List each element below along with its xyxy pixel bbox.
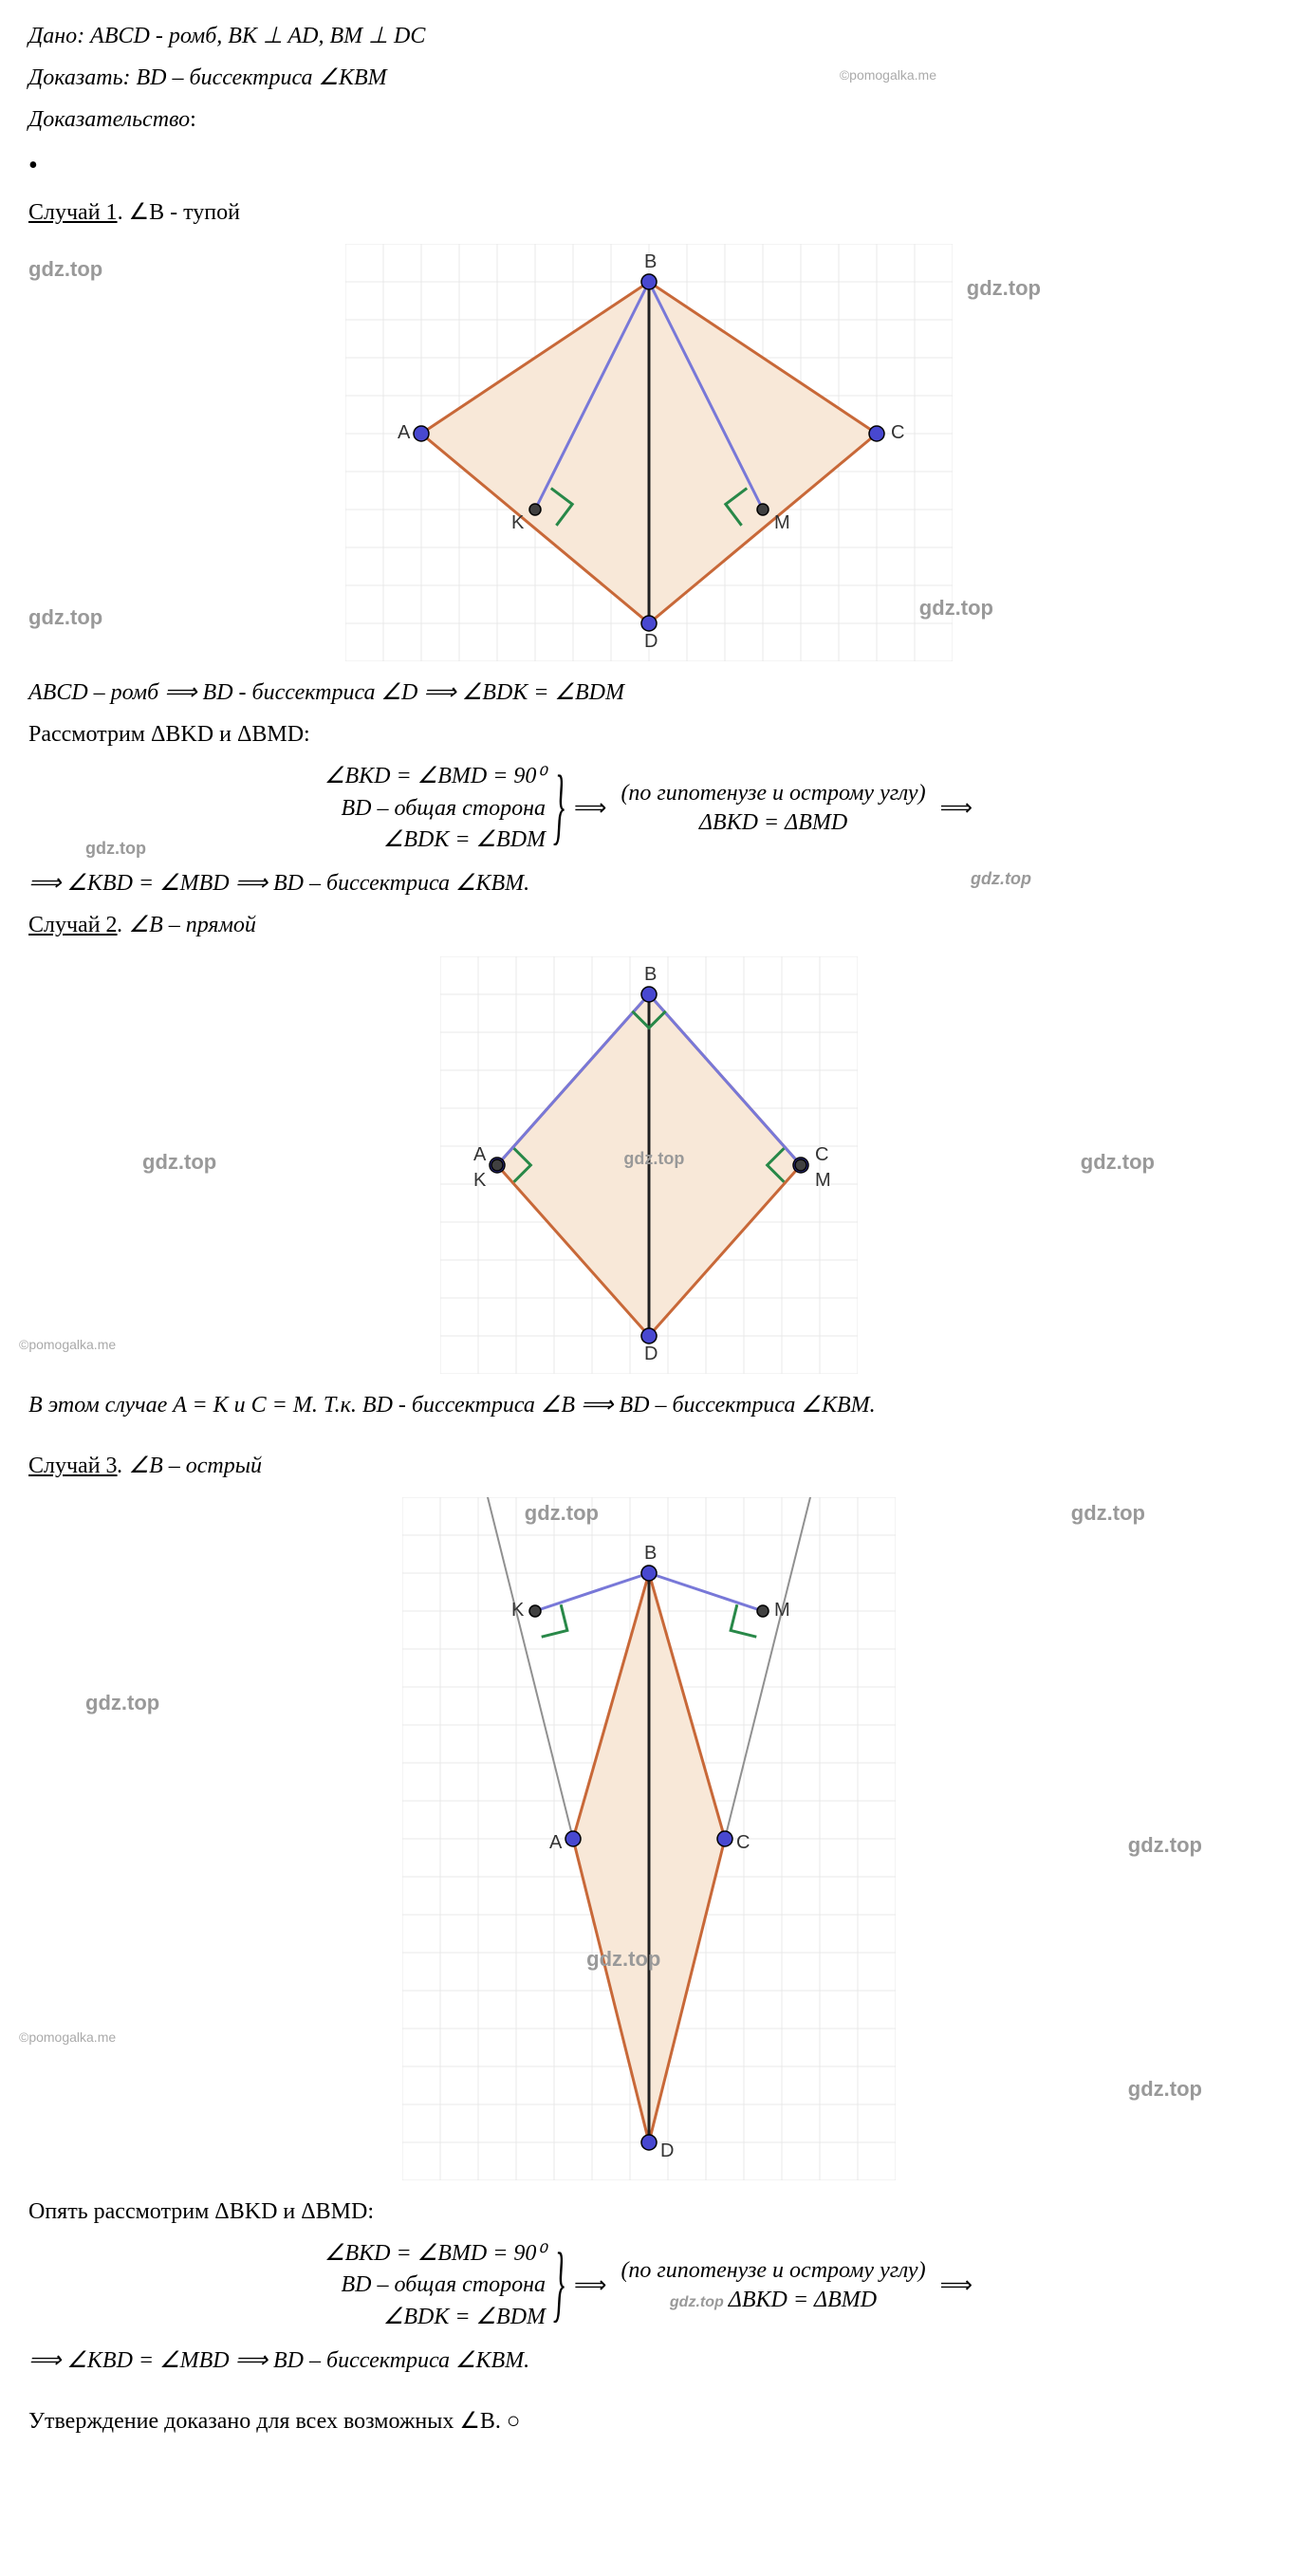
brace-left-1: ∠BKD = ∠BMD = 90⁰ BD – общая сторона ∠BD… [324, 761, 560, 857]
math2-row1: ∠BKD = ∠BMD = 90⁰ [324, 2238, 546, 2270]
arrow1: ⟹ [574, 791, 606, 825]
math-block-1: gdz.top ∠BKD = ∠BMD = 90⁰ BD – общая сто… [28, 761, 1269, 857]
right-col-1: (по гипотенузе и острому углу) ΔBKD = ΔB… [621, 779, 925, 838]
bullet: • [28, 146, 1269, 186]
wm-math2: gdz.top [670, 2294, 724, 2310]
math-right2: ΔBKD = ΔBMD [699, 808, 847, 838]
math2-right2: ΔBKD = ΔBMD [729, 2288, 877, 2312]
case2-label: Случай 2 [28, 913, 118, 937]
svg-text:A: A [398, 422, 411, 443]
wm-fig3-t2: gdz.top [1071, 1497, 1145, 1529]
wm-fig2-l: gdz.top [142, 1146, 216, 1177]
figure3-container: gdz.top gdz.top gdz.top gdz.top gdz.top … [28, 1497, 1269, 2180]
wm-math1: gdz.top [85, 836, 146, 862]
math2-row3: ∠BDK = ∠BDM [383, 2302, 546, 2334]
arrow3: ⟹ [574, 2269, 606, 2303]
figure1-svg: A B C D K M [345, 244, 953, 661]
case1-label: Случай 1 [28, 200, 118, 225]
figure3-svg: A B C D K M [402, 1497, 896, 2180]
svg-text:B: B [644, 251, 657, 272]
watermark-pomo: ©pomogalka.me [840, 65, 936, 85]
proof-colon: : [190, 107, 196, 132]
svg-text:K: K [511, 1600, 525, 1621]
wm-pomo2: ©pomogalka.me [19, 1335, 116, 1355]
prove-line: Доказать: BD – биссектриса ∠KBM ©pomogal… [28, 61, 1269, 95]
math-row1: ∠BKD = ∠BMD = 90⁰ [324, 761, 546, 793]
case3-header: Случай 3. ∠B – острый [28, 1449, 1269, 1483]
wm-fig3-r2: gdz.top [1128, 2073, 1202, 2104]
arrow4: ⟹ [940, 2269, 973, 2303]
case3-text: . ∠B – острый [118, 1454, 262, 1478]
case2-text: . ∠B – прямой [118, 913, 256, 937]
given-label: Дано [28, 24, 77, 48]
svg-text:K: K [473, 1170, 487, 1191]
svg-text:M: M [774, 512, 790, 533]
proof-label-line: Доказательство: [28, 102, 1269, 137]
math-row2: BD – общая сторона [342, 793, 547, 825]
svg-text:M: M [774, 1600, 790, 1621]
wm-pomo3: ©pomogalka.me [19, 2028, 116, 2048]
math-row3: ∠BDK = ∠BDM [383, 825, 546, 857]
figure2-svg: AK B CM D [440, 956, 858, 1374]
wm-fig1-tr: gdz.top [967, 272, 1041, 304]
conclusion1: ⟹ ∠KBD = ∠MBD ⟹ BD – биссектриса ∠KBM. g… [28, 866, 1269, 900]
case3-intro: Опять рассмотрим ΔBKD и ΔBMD: [28, 2195, 1269, 2229]
math2-row2: BD – общая сторона [342, 2270, 547, 2302]
given-text: : ABCD - ромб, BK ⊥ AD, BM ⊥ DC [77, 24, 425, 48]
svg-text:C: C [736, 1832, 750, 1853]
figure1-container: gdz.top gdz.top gdz.top gdz.top ABCDKM [28, 244, 1269, 661]
line-consider: Рассмотрим ΔBKD и ΔBMD: [28, 717, 1269, 751]
case2-header: Случай 2. ∠B – прямой [28, 908, 1269, 942]
arrow2: ⟹ [940, 791, 973, 825]
svg-text:D: D [660, 2140, 674, 2161]
wm-conc1: gdz.top [971, 866, 1031, 892]
svg-text:C: C [891, 422, 904, 443]
line-abcd-rhomb: ABCD – ромб ⟹ BD - биссектриса ∠D ⟹ ∠BDK… [28, 676, 1269, 710]
case3-label: Случай 3 [28, 1454, 118, 1478]
svg-text:A: A [473, 1144, 487, 1165]
conclusion2: ⟹ ∠KBD = ∠MBD ⟹ BD – биссектриса ∠KBM. [28, 2344, 1269, 2378]
svg-text:K: K [511, 512, 525, 533]
wm-fig3-l: gdz.top [85, 1687, 159, 1718]
wm-fig2-r: gdz.top [1081, 1146, 1155, 1177]
svg-text:B: B [644, 964, 657, 985]
math-block-2: ∠BKD = ∠BMD = 90⁰ BD – общая сторона ∠BD… [28, 2238, 1269, 2334]
final-line: Утверждение доказано для всех возможных … [28, 2404, 1269, 2438]
prove-label: Доказать [28, 65, 123, 90]
proof-label: Доказательство [28, 107, 190, 132]
case2-conclusion: В этом случае A = K и C = M. Т.к. BD - б… [28, 1388, 1269, 1422]
wm-fig1-tl: gdz.top [28, 253, 102, 285]
given-line: Дано: ABCD - ромб, BK ⊥ AD, BM ⊥ DC [28, 19, 1269, 53]
svg-text:C: C [815, 1144, 828, 1165]
svg-text:D: D [644, 1344, 658, 1364]
figure2-container: gdz.top gdz.top gdz.top ©pomogalka.me AK… [28, 956, 1269, 1374]
svg-text:D: D [644, 631, 658, 652]
math-right1: (по гипотенузе и острому углу) [621, 779, 925, 808]
brace-left-2: ∠BKD = ∠BMD = 90⁰ BD – общая сторона ∠BD… [324, 2238, 560, 2334]
svg-text:M: M [815, 1170, 831, 1191]
svg-text:B: B [644, 1543, 657, 1564]
prove-text: : BD – биссектриса ∠KBM [123, 65, 387, 90]
wm-fig1-bl: gdz.top [28, 602, 102, 633]
case1-header: Случай 1. ∠B - тупой [28, 195, 1269, 230]
svg-text:A: A [549, 1832, 563, 1853]
wm-fig3-r1: gdz.top [1128, 1829, 1202, 1861]
math2-right1: (по гипотенузе и острому углу) [621, 2256, 925, 2286]
case1-text: . ∠B - тупой [118, 200, 240, 225]
right-col-2: (по гипотенузе и острому углу) gdz.top ΔB… [621, 2256, 925, 2315]
